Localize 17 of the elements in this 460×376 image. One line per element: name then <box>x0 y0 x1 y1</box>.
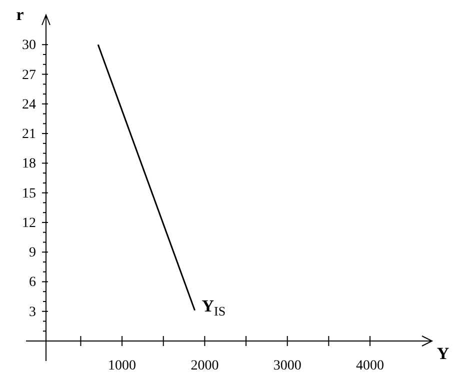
x-tick-label: 2000 <box>190 358 219 374</box>
y-tick-label: 24 <box>22 97 36 112</box>
annotation: Y$_{IS}$ <box>202 296 226 318</box>
y-tick-label: 12 <box>22 216 36 231</box>
y-tick-label: 18 <box>22 156 36 172</box>
y-tick-label: 6 <box>29 275 36 290</box>
x-tick-label: 1000 <box>108 358 136 374</box>
y-tick-label: 9 <box>29 246 36 261</box>
x-tick-label: 3000 <box>273 358 302 374</box>
y-tick-label: 21 <box>22 127 36 142</box>
x-axis-title: Y <box>436 344 450 363</box>
y-tick-label: 30 <box>22 38 36 54</box>
x-tick-label: 4000 <box>356 358 384 374</box>
y-tick-label: 15 <box>22 186 36 202</box>
y-tick-label: 27 <box>22 68 36 83</box>
y-tick-label: 3 <box>29 304 36 320</box>
y-axis-title: r <box>16 5 24 24</box>
